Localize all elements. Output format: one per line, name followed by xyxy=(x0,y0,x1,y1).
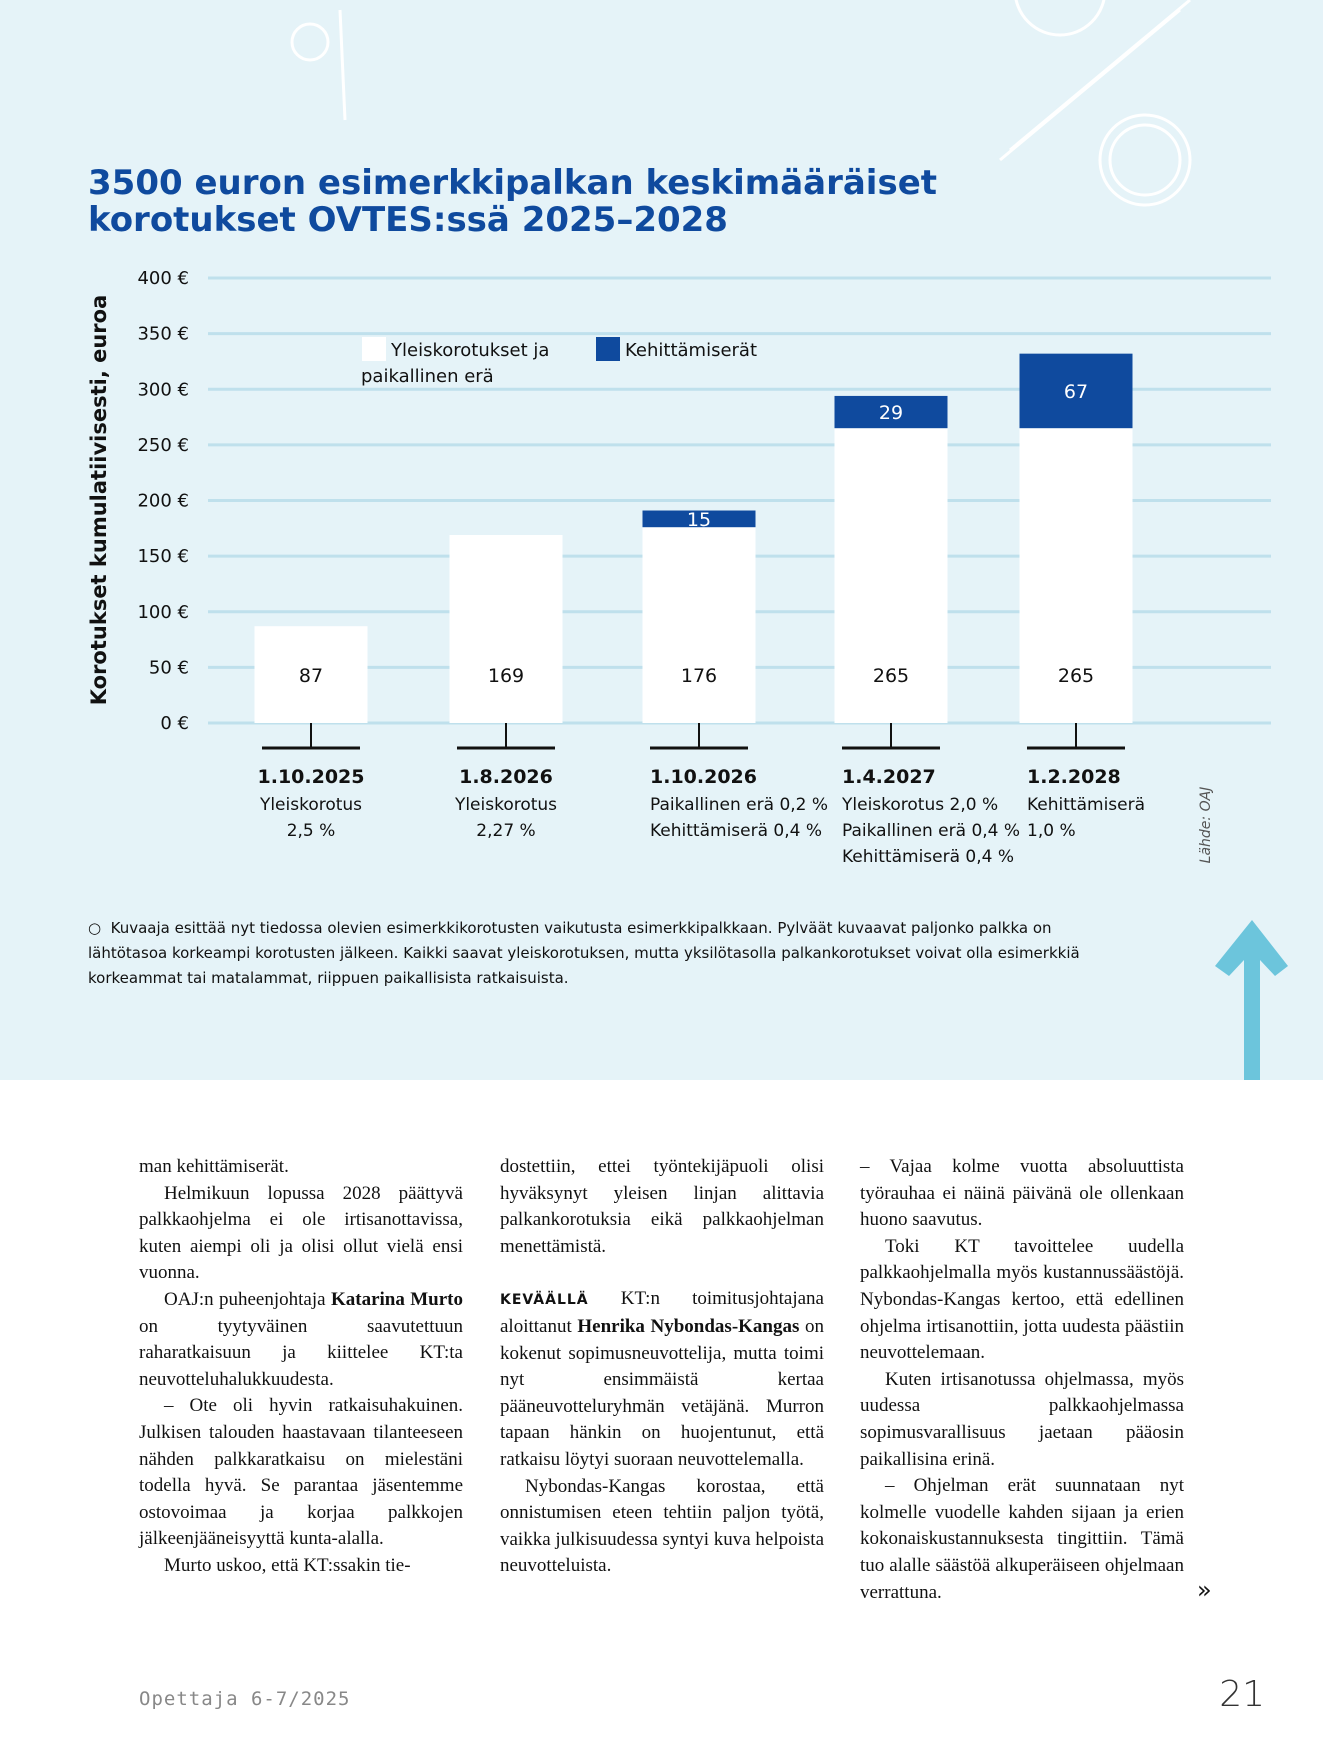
paragraph: Helmikuun lopussa 2028 päättyvä palkkaoh… xyxy=(139,1181,463,1287)
chart-title: 3500 euron esimerkkipalkan keskimääräise… xyxy=(88,163,937,203)
y-tick-label: 100 € xyxy=(137,602,189,623)
category-description: Paikallinen erä 0,4 % xyxy=(842,821,1020,841)
y-tick-label: 350 € xyxy=(137,324,189,345)
value-label: 265 xyxy=(1058,665,1094,687)
text-run: on kokenut sopimusneuvottelija, mutta to… xyxy=(500,1315,824,1470)
value-label: 29 xyxy=(879,402,903,424)
paragraph: Murto uskoo, että KT:ssakin tie- xyxy=(139,1553,463,1580)
text-run: Toki KT tavoittelee uudella palkkaohjelm… xyxy=(860,1235,1184,1364)
note-text: Kuvaaja esittää nyt tiedossa olevien esi… xyxy=(88,919,1080,987)
x-tick-label: 1.4.2027 xyxy=(842,766,936,788)
value-label: 87 xyxy=(299,665,323,687)
paragraph: Kuten irtisanotussa ohjelmassa, myös uud… xyxy=(860,1367,1184,1473)
paragraph: KEVÄÄLLÄ KT:n toimitusjohtajana aloittan… xyxy=(500,1286,824,1473)
text-run: on tyytyväinen saavutettuun raharatkaisu… xyxy=(139,1315,463,1390)
arrow xyxy=(1215,920,1288,1080)
y-tick-label: 250 € xyxy=(137,435,189,456)
y-tick-label: 400 € xyxy=(137,268,189,289)
text-run: – Vajaa kolme vuotta absoluuttista työra… xyxy=(860,1156,1184,1231)
decoration xyxy=(290,0,1192,207)
value-label: 169 xyxy=(488,665,524,687)
value-label: 15 xyxy=(687,509,711,531)
text-run: OAJ:n puheenjohtaja xyxy=(164,1288,331,1310)
note: ○ Kuvaaja esittää nyt tiedossa olevien e… xyxy=(88,919,1080,987)
text-run: Helmikuun lopussa 2028 päättyvä palkkaoh… xyxy=(139,1182,463,1284)
text-run: – Ote oli hyvin ratkaisuhakuinen. Julkis… xyxy=(139,1395,463,1550)
y-tick-label: 0 € xyxy=(160,713,189,734)
text-run: Nybondas-Kangas korostaa, että onnistumi… xyxy=(500,1475,825,1577)
publication: Opettaja 6-7/2025 xyxy=(139,1688,351,1710)
value-label: 67 xyxy=(1064,381,1088,403)
bar xyxy=(1019,353,1133,429)
bar xyxy=(834,395,948,429)
paragraph: – Vajaa kolme vuotta absoluuttista työra… xyxy=(860,1154,1184,1234)
category-description: Yleiskorotus 2,0 % xyxy=(841,795,998,815)
chart-title: korotukset OVTES:ssä 2025–2028 xyxy=(88,200,728,240)
y-tick-label: 300 € xyxy=(137,379,189,400)
paragraph: – Ohjelman erät suunnataan nyt kolmelle … xyxy=(860,1473,1184,1606)
legend-label: Yleiskorotukset ja paikallinen erä xyxy=(361,340,549,387)
article-column: man kehittämiserät. Helmikuun lopussa 202… xyxy=(139,1154,463,1580)
legend-swatch xyxy=(596,337,620,361)
paragraph: OAJ:n puheenjohtaja Katarina Murto on ty… xyxy=(139,1287,463,1393)
category-description: Kehittämiserä 0,4 % xyxy=(842,847,1014,867)
paragraph: Nybondas-Kangas korostaa, että onnistumi… xyxy=(500,1474,824,1580)
category-description: Kehittämiserä xyxy=(1027,795,1145,815)
bar xyxy=(1019,428,1133,723)
y-tick-label: 150 € xyxy=(137,546,189,567)
category-description: Yleiskorotus xyxy=(259,795,362,815)
category-description: Paikallinen erä 0,2 % xyxy=(650,795,828,815)
text-run: KT:n toimitusjohtajana aloittanut xyxy=(500,1288,824,1337)
text-run: – Ohjelman erät suunnataan nyt kolmelle … xyxy=(860,1475,1184,1603)
category-description: Kehittämiserä 0,4 % xyxy=(650,821,822,841)
text-run: man kehittämiserät. xyxy=(139,1156,289,1177)
text-run: dostettiin, ettei työntekijäpuoli olisi … xyxy=(500,1156,824,1257)
legend-swatch xyxy=(362,337,386,361)
x-tick-label: 1.10.2025 xyxy=(258,766,365,788)
paragraph: Toki KT tavoittelee uudella palkkaohjelm… xyxy=(860,1234,1184,1367)
text-run: KEVÄÄLLÄ xyxy=(500,1292,589,1309)
y-tick-label: 200 € xyxy=(137,491,189,512)
article-column: dostettiin, ettei työntekijäpuoli olisi … xyxy=(500,1154,824,1580)
bar xyxy=(642,510,756,528)
source: Lähde: OAJ xyxy=(1198,787,1214,864)
category-description: 1,0 % xyxy=(1027,821,1076,841)
bar xyxy=(449,534,563,723)
continues: » xyxy=(1197,1576,1212,1604)
value-label: 176 xyxy=(681,665,717,687)
page-number: 21 xyxy=(1219,1674,1265,1715)
article-column: – Vajaa kolme vuotta absoluuttista työra… xyxy=(860,1154,1184,1606)
category-description: 2,27 % xyxy=(476,821,535,841)
bar xyxy=(834,428,948,723)
category-description: 2,5 % xyxy=(287,821,336,841)
x-tick-label: 1.8.2026 xyxy=(459,766,553,788)
y-axis-label: Korotukset kumulatiivisesti, euroa xyxy=(87,295,111,706)
paragraph: dostettiin, ettei työntekijäpuoli olisi … xyxy=(500,1154,824,1260)
paragraph: – Ote oli hyvin ratkaisuhakuinen. Julkis… xyxy=(139,1393,463,1553)
paragraph: man kehittämiserät. xyxy=(139,1154,463,1181)
bar xyxy=(254,626,368,723)
category-description: Yleiskorotus xyxy=(454,795,557,815)
x-tick-label: 1.2.2028 xyxy=(1027,766,1121,788)
text-run: Henrika Nybondas-Kangas xyxy=(577,1315,800,1337)
text-run: Katarina Murto xyxy=(330,1288,463,1310)
legend-label: Kehittämiserät xyxy=(625,340,757,361)
y-tick-label: 50 € xyxy=(149,657,189,678)
chart: 3500 euron esimerkkipalkan keskimääräise… xyxy=(87,0,1288,1080)
text-run: Kuten irtisanotussa ohjelmassa, myös uud… xyxy=(860,1368,1184,1470)
x-tick-label: 1.10.2026 xyxy=(650,766,757,788)
value-label: 265 xyxy=(873,665,909,687)
text-run: Murto uskoo, että KT:ssakin tie- xyxy=(164,1554,411,1576)
bar xyxy=(642,527,756,723)
